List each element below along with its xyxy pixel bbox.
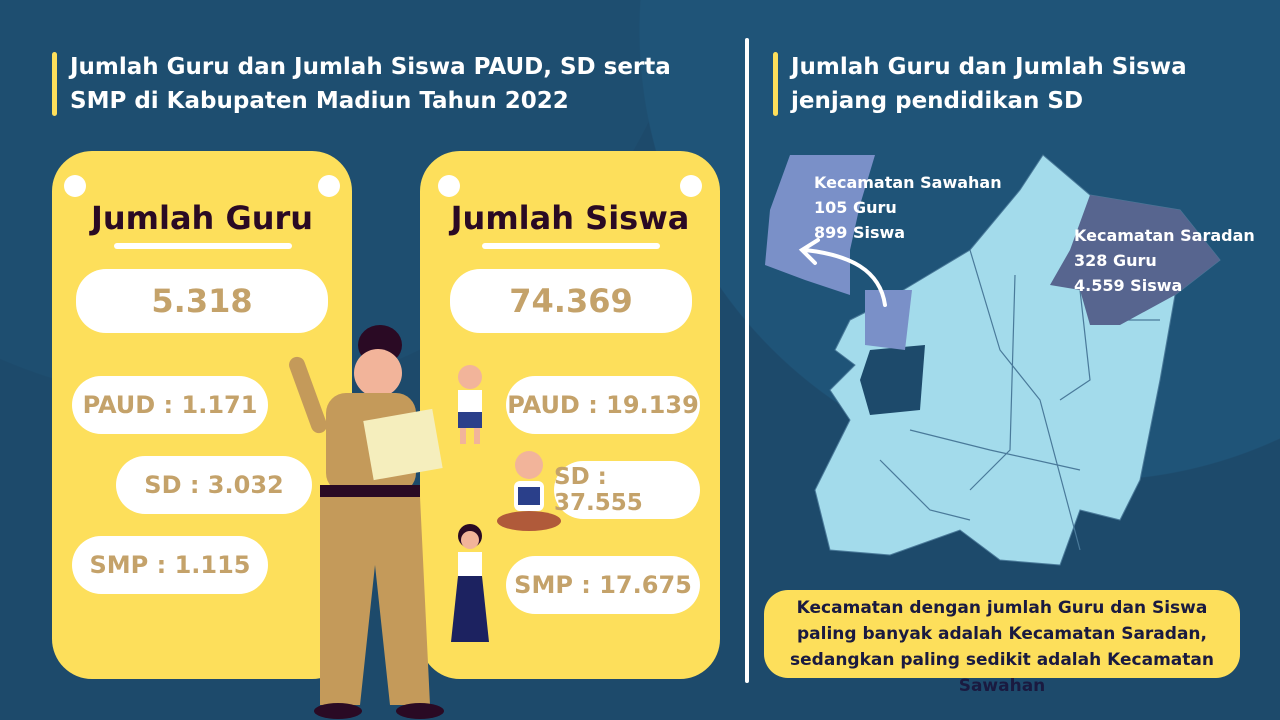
- card-hole: [680, 175, 702, 197]
- sawahan-guru: 105 Guru: [814, 198, 897, 217]
- card-hole: [64, 175, 86, 197]
- sawahan-region: [865, 290, 912, 350]
- arrow-icon: [798, 238, 887, 307]
- student-girl-illustration: [451, 524, 489, 642]
- saradan-siswa: 4.559 Siswa: [1074, 276, 1183, 295]
- summary-note: Kecamatan dengan jumlah Guru dan Siswa p…: [764, 590, 1240, 696]
- heading-underline: [114, 243, 292, 249]
- card-hole: [438, 175, 460, 197]
- right-title: Jumlah Guru dan Jumlah Siswa jenjang pen…: [773, 50, 1213, 118]
- teacher-illustration: [289, 325, 444, 719]
- guru-smp: SMP : 1.115: [72, 536, 268, 594]
- student-reading-illustration: [497, 451, 561, 531]
- siswa-smp: SMP : 17.675: [506, 556, 700, 614]
- saradan-region: [1050, 195, 1220, 325]
- sawahan-siswa: 899 Siswa: [814, 223, 906, 242]
- saradan-label: Kecamatan Saradan 328 Guru 4.559 Siswa: [1074, 223, 1255, 298]
- siswa-sd: SD : 37.555: [554, 461, 700, 519]
- saradan-name: Kecamatan Saradan: [1074, 226, 1255, 245]
- siswa-heading: Jumlah Siswa: [450, 199, 690, 237]
- guru-sd: SD : 3.032: [116, 456, 312, 514]
- guru-heading: Jumlah Guru: [90, 199, 314, 237]
- sawahan-name: Kecamatan Sawahan: [814, 173, 1002, 192]
- sawahan-label: Kecamatan Sawahan 105 Guru 899 Siswa: [814, 170, 1002, 245]
- student-boy-illustration: [458, 365, 482, 444]
- siswa-total: 74.369: [450, 269, 692, 333]
- saradan-guru: 328 Guru: [1074, 251, 1157, 270]
- guru-paud: PAUD : 1.171: [72, 376, 268, 434]
- divider: [745, 38, 749, 683]
- madiun-map: [765, 154, 1221, 566]
- card-hole: [318, 175, 340, 197]
- left-title: Jumlah Guru dan Jumlah Siswa PAUD, SD se…: [52, 50, 712, 118]
- siswa-paud: PAUD : 19.139: [506, 376, 700, 434]
- guru-total: 5.318: [76, 269, 328, 333]
- guru-card: Jumlah Guru 5.318 PAUD : 1.171 SD : 3.03…: [52, 151, 352, 679]
- heading-underline: [482, 243, 660, 249]
